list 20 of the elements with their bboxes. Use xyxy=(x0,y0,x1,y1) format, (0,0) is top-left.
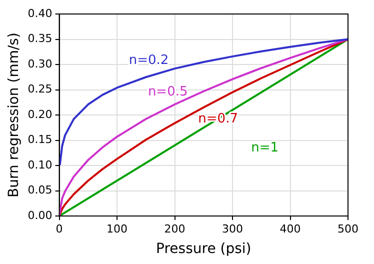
y-axis-title: Burn regression (mm/s) xyxy=(6,32,22,198)
x-tick-label: 100 xyxy=(106,222,128,236)
y-tick-label: 0.05 xyxy=(28,184,52,197)
y-tick-label: 0.10 xyxy=(28,158,52,172)
y-tick-label: 0.15 xyxy=(28,133,52,146)
x-axis-title: Pressure (psi) xyxy=(156,241,252,258)
y-tick-label: 0.00 xyxy=(28,208,52,222)
y-tick-label: 0.30 xyxy=(28,57,52,70)
y-tick-label: 0.35 xyxy=(28,32,52,46)
x-tick-label: 0 xyxy=(56,222,63,236)
text: n=1 xyxy=(251,140,279,156)
x-tick-label: 300 xyxy=(222,222,244,236)
x-tick-label: 200 xyxy=(164,222,186,236)
series-label: n=0.2 xyxy=(128,52,169,68)
y-tick-label: 0.40 xyxy=(28,6,52,20)
y-tick-label: 0.25 xyxy=(28,82,52,96)
y-tick-label: 0.20 xyxy=(28,108,52,121)
series-label: n=0.5 xyxy=(148,84,188,100)
x-tick-label: 400 xyxy=(280,222,301,236)
x-tick-label: 500 xyxy=(338,222,358,236)
